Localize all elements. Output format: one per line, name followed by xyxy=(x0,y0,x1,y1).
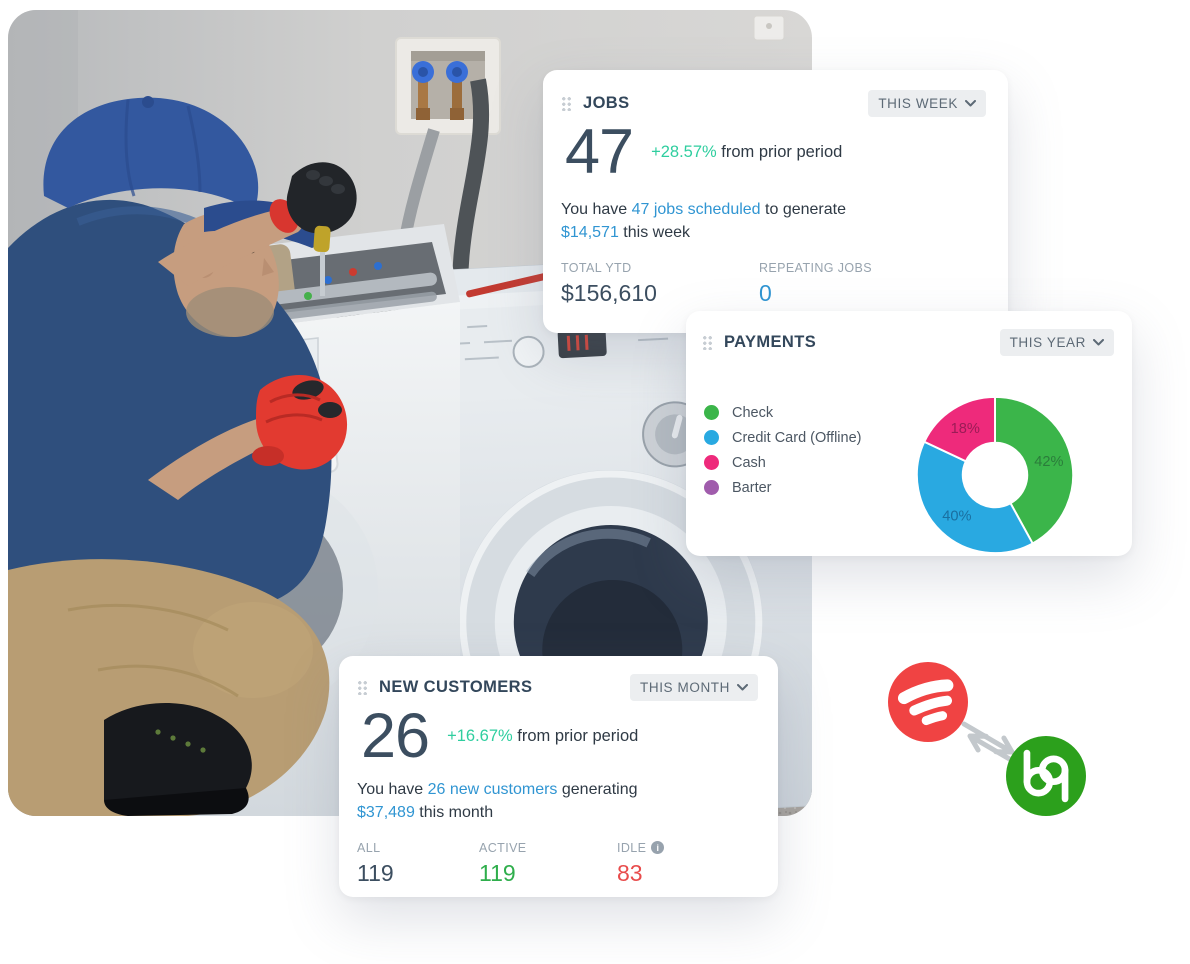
chevron-down-icon xyxy=(737,684,748,691)
stat-repeating-jobs: REPEATING JOBS 0 xyxy=(759,260,873,306)
legend-item-check: Check xyxy=(704,400,861,425)
donut-slice-label: 18% xyxy=(951,421,980,437)
beard xyxy=(186,287,274,337)
stat-active: ACTIVE 119 xyxy=(479,840,527,886)
legend-item-cash: Cash xyxy=(704,450,861,475)
red-glove xyxy=(252,375,348,470)
customers-title: NEW CUSTOMERS xyxy=(379,678,533,696)
chevron-down-icon xyxy=(1093,339,1104,346)
quickbooks-qb-icon xyxy=(1023,749,1069,803)
payments-title: PAYMENTS xyxy=(724,333,817,351)
donut-slice-credit-card-offline-[interactable] xyxy=(915,440,1034,555)
donut-slice-cash[interactable] xyxy=(923,395,996,463)
new-customers-widget: NEW CUSTOMERS THIS MONTH 26 +16.67% from… xyxy=(339,656,778,897)
chevron-down-icon xyxy=(965,100,976,107)
reaching-arm xyxy=(158,207,304,286)
legend-dot-cash xyxy=(704,455,719,470)
payments-legend: Check Credit Card (Offline) Cash Barter xyxy=(704,400,861,500)
new-customers-link[interactable]: 26 new customers xyxy=(427,781,558,799)
jobs-delta: +28.57% from prior period xyxy=(651,143,843,161)
legend-item-credit-card: Credit Card (Offline) xyxy=(704,425,861,450)
legend-dot-credit-card xyxy=(704,430,719,445)
wires xyxy=(304,262,382,300)
donut-slice-label: 40% xyxy=(942,509,971,525)
fieldpulse-swirl-icon xyxy=(897,679,954,726)
drag-handle-icon[interactable] xyxy=(702,335,713,350)
info-icon[interactable]: i xyxy=(651,841,665,855)
stat-idle: IDLE i 83 xyxy=(617,841,665,887)
drag-handle-icon[interactable] xyxy=(561,96,572,111)
jobs-count: 47 xyxy=(565,117,634,187)
customers-revenue-link[interactable]: $37,489 xyxy=(357,803,415,821)
fieldpulse-logo xyxy=(888,662,968,742)
jobs-widget: JOBS THIS WEEK 47 +28.57% from prior per… xyxy=(543,70,1008,333)
payments-widget: PAYMENTS THIS YEAR Check Credit Card (Of… xyxy=(686,311,1132,556)
jobs-period-dropdown[interactable]: THIS WEEK xyxy=(868,90,986,117)
drag-handle-icon[interactable] xyxy=(357,680,368,695)
nose xyxy=(262,258,274,276)
payments-donut-chart: 42% 40% 18% xyxy=(912,392,1078,558)
donut-slice-label: 42% xyxy=(1034,454,1063,470)
jobs-title: JOBS xyxy=(583,94,630,112)
technician-boot xyxy=(104,702,252,813)
screwdriver xyxy=(313,225,331,296)
stat-all: ALL 119 xyxy=(357,840,394,886)
lower-arm xyxy=(148,413,290,500)
payments-period-dropdown[interactable]: THIS YEAR xyxy=(999,329,1114,356)
quickbooks-logo xyxy=(1006,736,1086,816)
legend-item-barter: Barter xyxy=(704,475,861,500)
customers-delta: +16.67% from prior period xyxy=(447,727,639,745)
black-glove xyxy=(286,162,357,234)
technician xyxy=(8,96,357,816)
jobs-summary: You have 47 jobs scheduled to generate $… xyxy=(561,201,846,241)
dryer-start-button xyxy=(512,335,545,368)
legend-dot-barter xyxy=(704,480,719,495)
stat-total-ytd: TOTAL YTD $156,610 xyxy=(561,260,657,306)
donut-slice-check[interactable] xyxy=(994,395,1075,545)
customers-period-dropdown[interactable]: THIS MONTH xyxy=(630,674,758,701)
customers-summary: You have 26 new customers generating $37… xyxy=(357,781,638,821)
legend-dot-check xyxy=(704,405,719,420)
jobs-revenue-link[interactable]: $14,571 xyxy=(561,223,619,241)
customers-count: 26 xyxy=(361,701,430,771)
jobs-scheduled-link[interactable]: 47 jobs scheduled xyxy=(631,201,761,219)
